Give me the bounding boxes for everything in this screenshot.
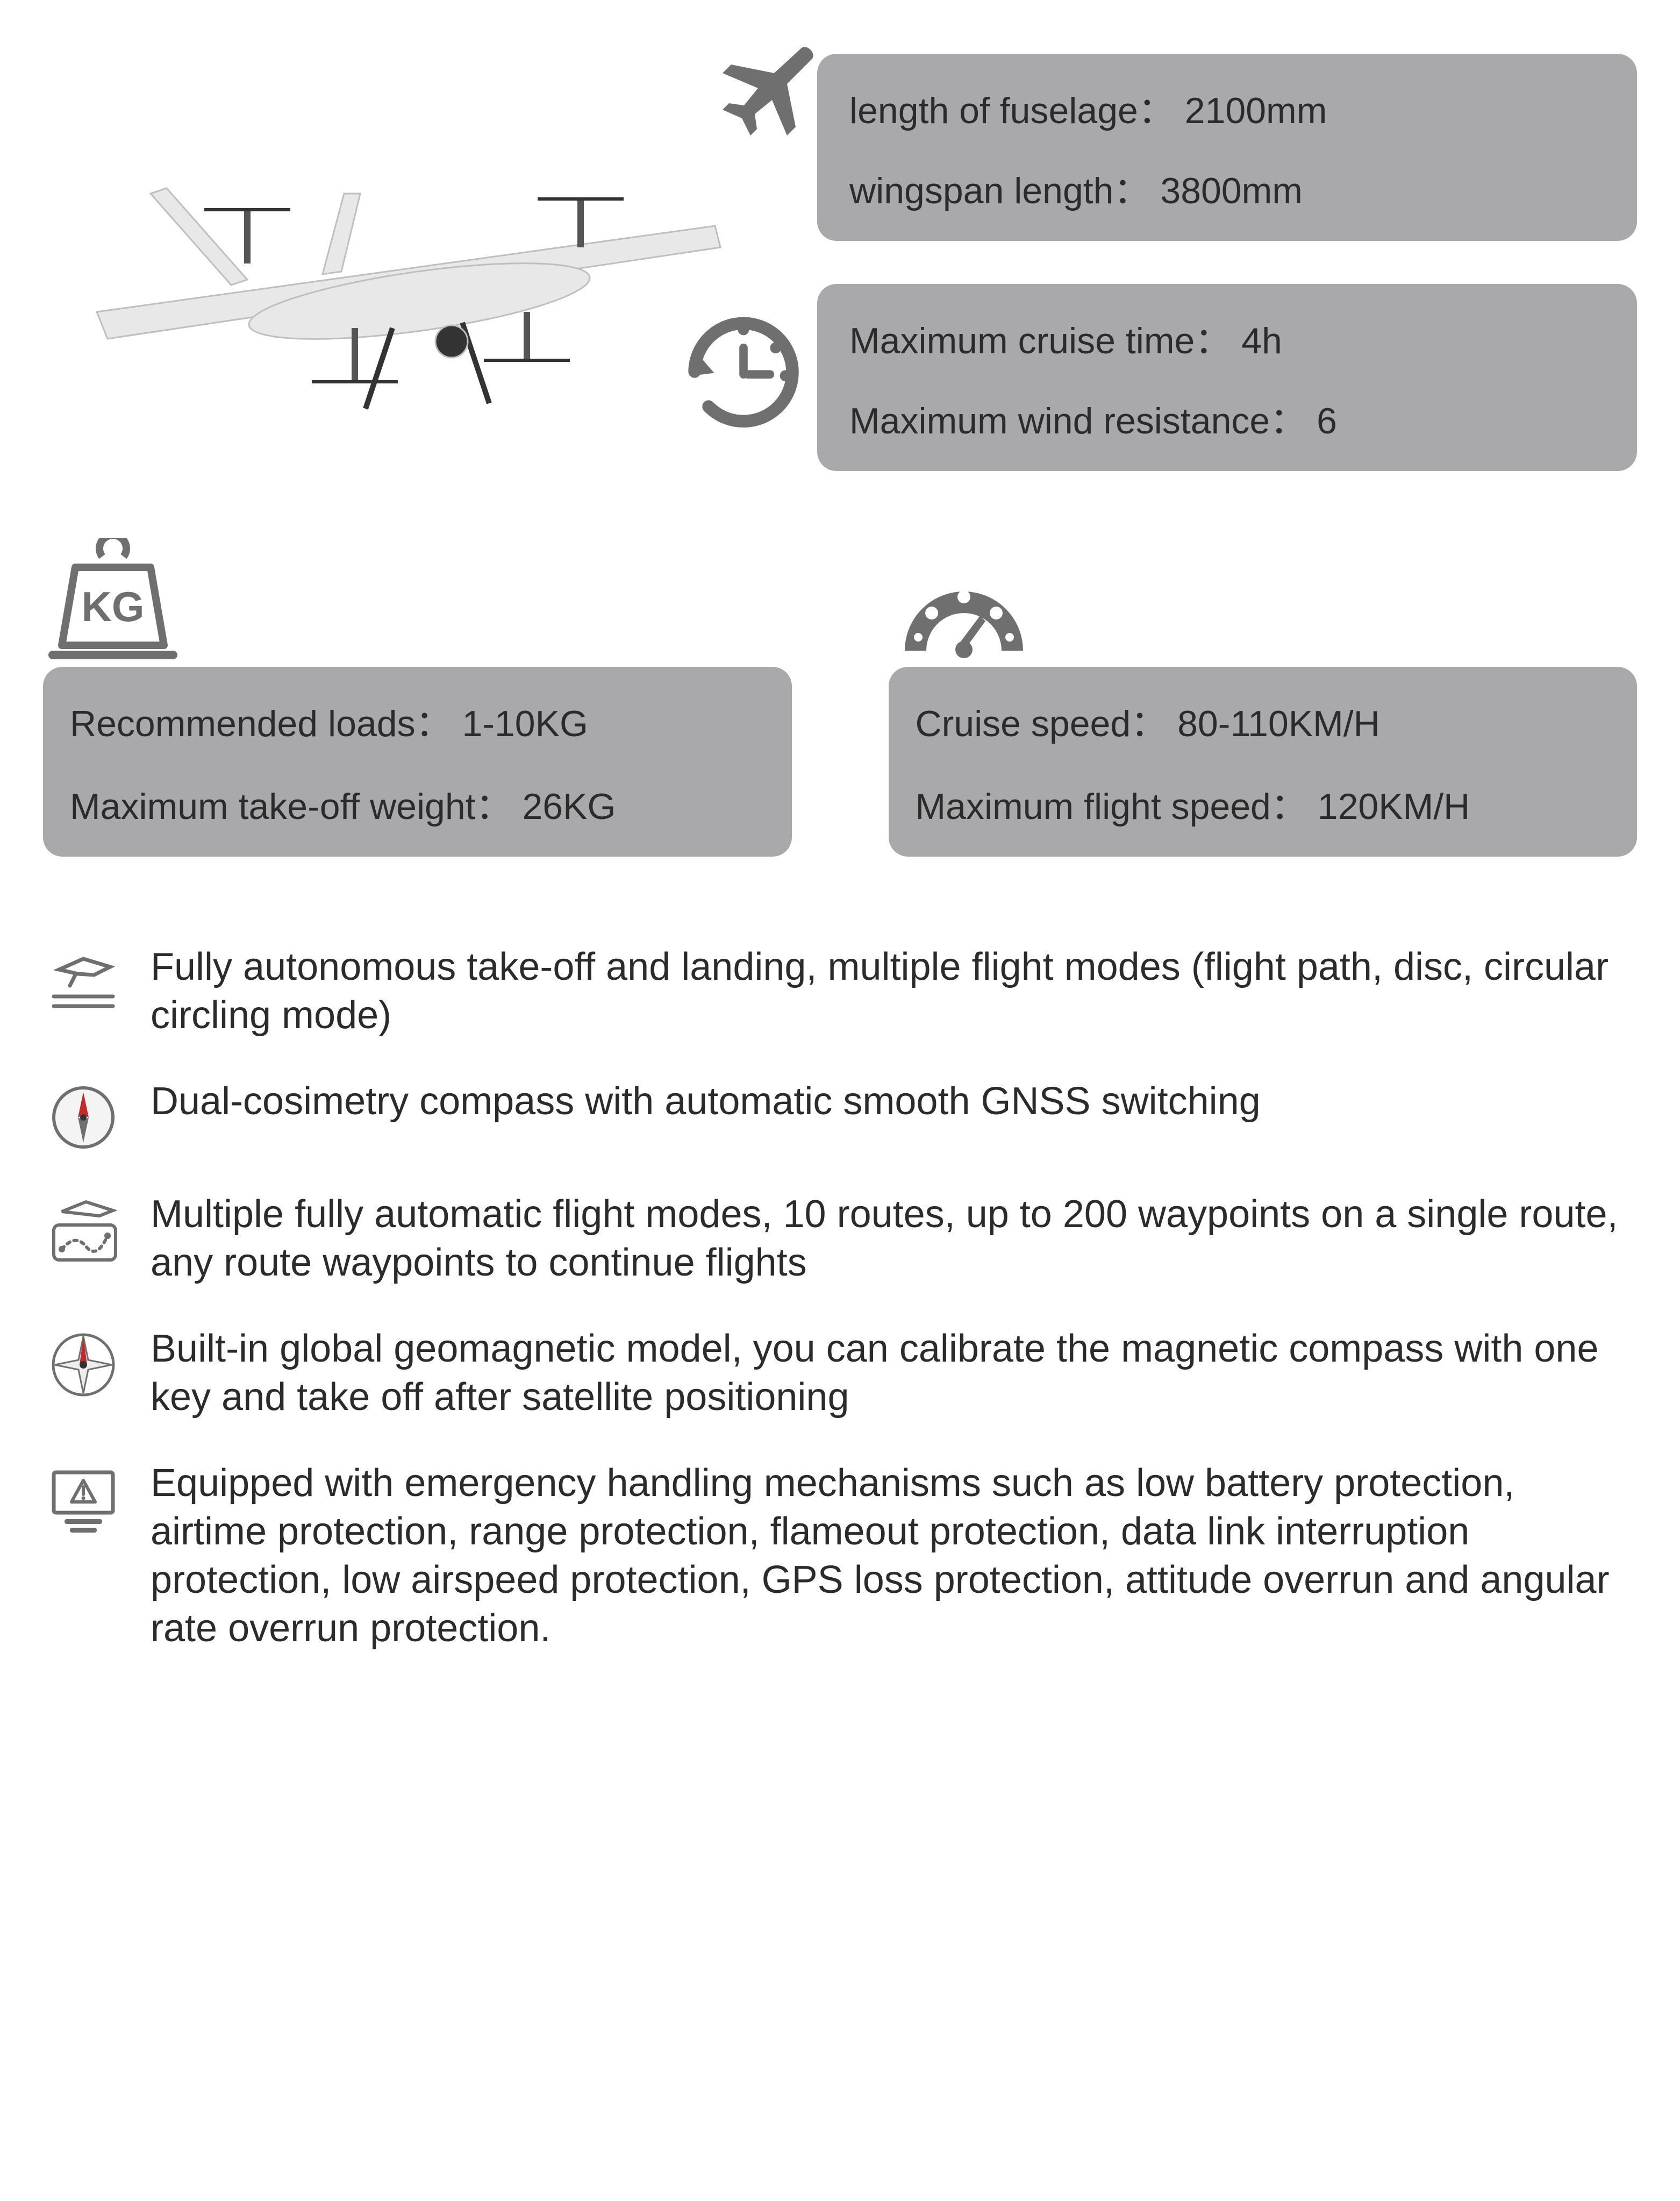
weight-kg-icon: KG (43, 538, 792, 661)
feature-text: Dual-cosimetry compass with automatic sm… (151, 1077, 1637, 1126)
feature-geomagnetic: Built-in global geomagnetic model, you c… (43, 1324, 1637, 1421)
max-takeoff-weight-spec: Maximum take-off weight： 26KG (70, 777, 765, 830)
dimensions-box: length of fuselage： 2100mm wingspan leng… (817, 54, 1637, 241)
takeoff-icon (43, 943, 124, 1013)
drone-image (43, 32, 796, 516)
route-map-icon (43, 1190, 124, 1265)
endurance-box: Maximum cruise time： 4h Maximum wind res… (817, 284, 1637, 471)
feature-text: Equipped with emergency handling mechani… (151, 1459, 1637, 1652)
wingspan-spec: wingspan length： 3800mm (849, 161, 1605, 214)
svg-text:KG: KG (82, 583, 145, 630)
feature-text: Multiple fully automatic flight modes, 1… (151, 1190, 1637, 1287)
features-list: Fully autonomous take-off and landing, m… (43, 943, 1637, 1652)
alert-monitor-icon (43, 1459, 124, 1534)
speed-gauge-icon (889, 538, 1638, 661)
wind-resistance-spec: Maximum wind resistance： 6 (849, 391, 1605, 444)
airplane-icon (710, 32, 817, 140)
compass-icon (43, 1077, 124, 1152)
fuselage-spec: length of fuselage： 2100mm (849, 81, 1605, 134)
feature-text: Fully autonomous take-off and landing, m… (151, 943, 1637, 1039)
speed-box: Cruise speed： 80-110KM/H Maximum flight … (889, 667, 1638, 857)
cruise-speed-spec: Cruise speed： 80-110KM/H (916, 694, 1611, 747)
cruise-time-spec: Maximum cruise time： 4h (849, 311, 1605, 364)
clock-history-icon (667, 295, 806, 434)
weight-box: Recommended loads： 1-10KG Maximum take-o… (43, 667, 792, 857)
max-flight-speed-spec: Maximum flight speed： 120KM/H (916, 777, 1611, 830)
feature-compass: Dual-cosimetry compass with automatic sm… (43, 1077, 1637, 1152)
compass-rose-icon (43, 1324, 124, 1400)
feature-autonomous: Fully autonomous take-off and landing, m… (43, 943, 1637, 1039)
feature-text: Built-in global geomagnetic model, you c… (151, 1324, 1637, 1421)
feature-emergency: Equipped with emergency handling mechani… (43, 1459, 1637, 1652)
feature-routes: Multiple fully automatic flight modes, 1… (43, 1190, 1637, 1287)
recommended-loads-spec: Recommended loads： 1-10KG (70, 694, 765, 747)
